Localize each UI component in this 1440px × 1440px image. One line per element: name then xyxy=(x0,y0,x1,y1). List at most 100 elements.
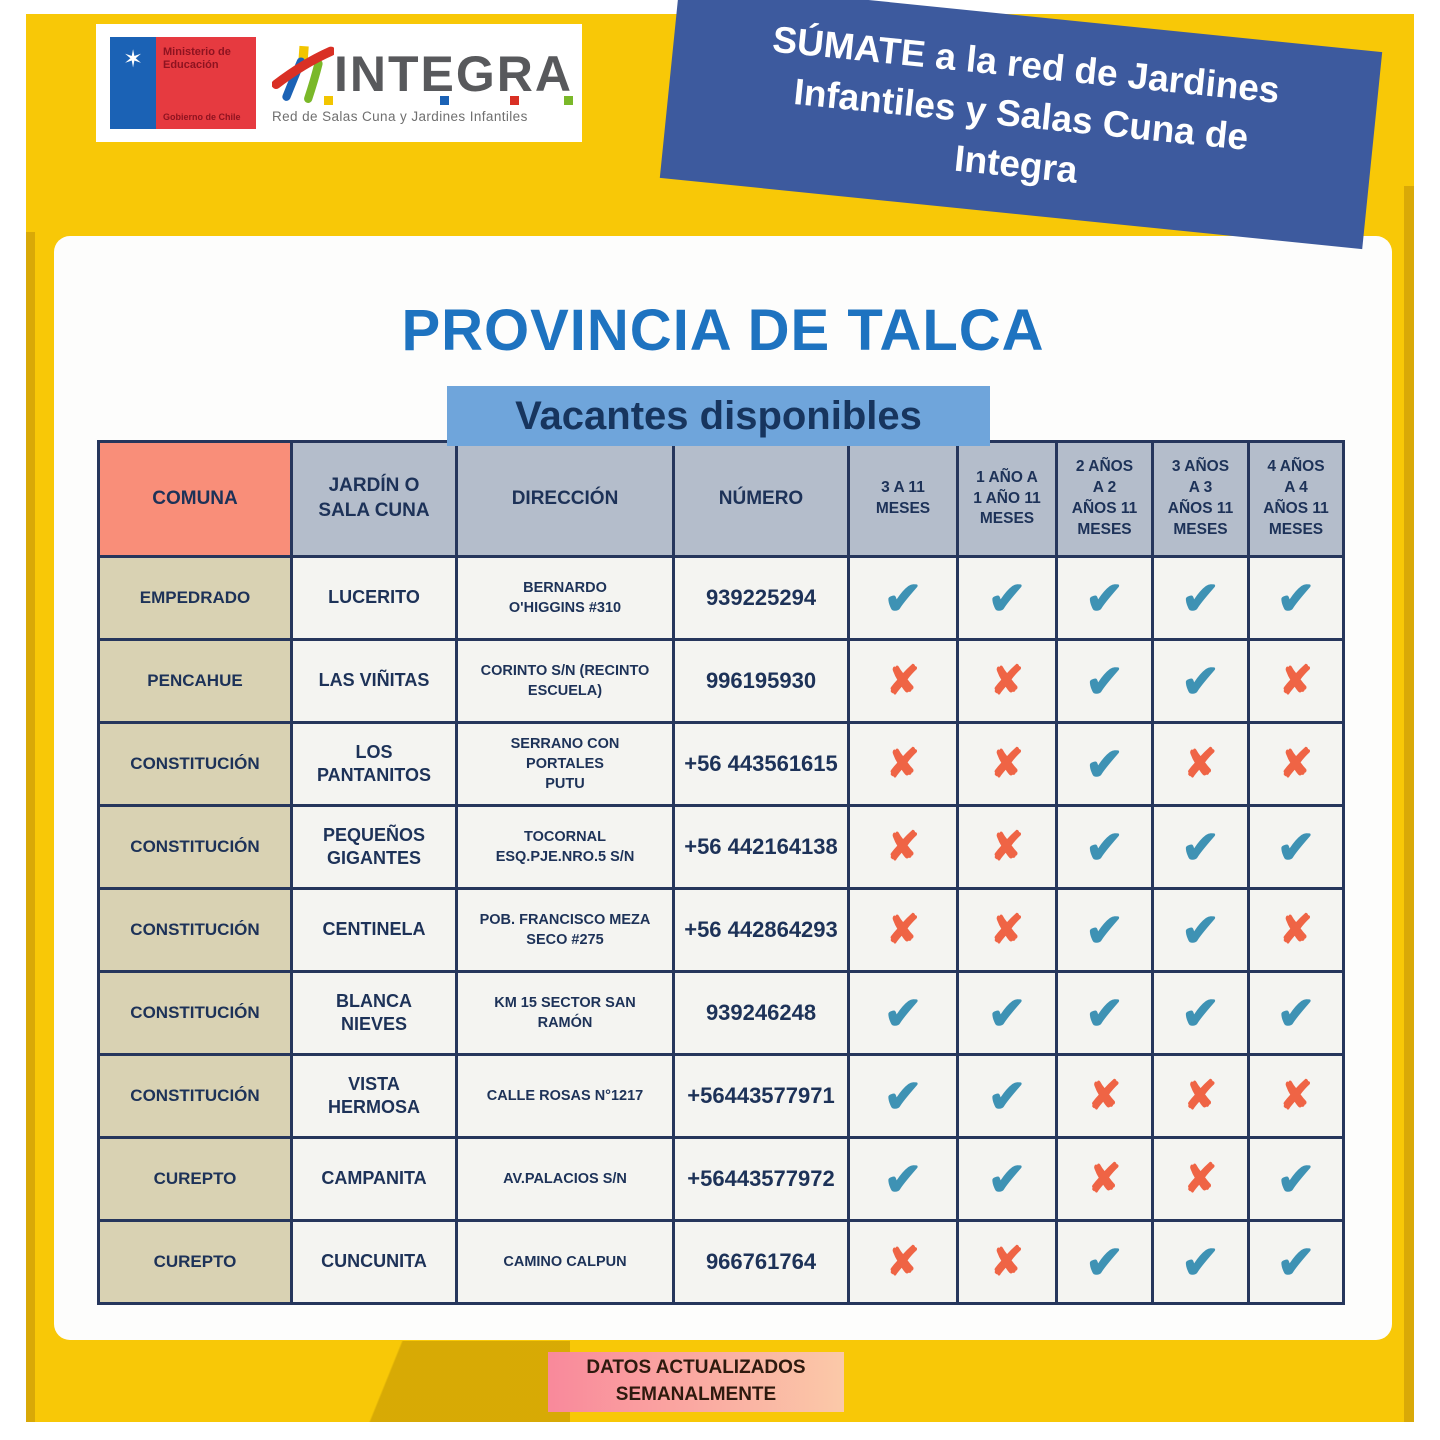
numero-cell: 996195930 xyxy=(675,641,847,721)
vacancy-check-icon: ✔ xyxy=(1250,1222,1342,1302)
jardin-cell: BLANCA NIEVES xyxy=(293,973,455,1053)
vacancy-check-icon: ✔ xyxy=(959,973,1055,1053)
ministry-flag: Ministerio de Educación Gobierno de Chil… xyxy=(156,37,256,129)
numero-cell: +56443577971 xyxy=(675,1056,847,1136)
vacancy-cross-icon: ✘ xyxy=(1154,1139,1247,1219)
vacancy-check-icon: ✔ xyxy=(1154,1222,1247,1302)
vacancy-check-icon: ✔ xyxy=(959,558,1055,638)
ministry-name: Ministerio de Educación xyxy=(163,46,231,71)
frame-bottom-fold xyxy=(230,1341,570,1422)
vacancy-check-icon: ✔ xyxy=(1058,890,1151,970)
comuna-cell: CONSTITUCIÓN xyxy=(100,1056,290,1136)
direccion-cell: CORINTO S/N (RECINTO ESCUELA) xyxy=(458,641,672,721)
integra-wordmark: INTEGRA xyxy=(334,45,573,102)
comuna-cell: CUREPTO xyxy=(100,1222,290,1302)
frame-right-fold xyxy=(1404,186,1414,1422)
government-name: Gobierno de Chile xyxy=(163,112,241,122)
vacancy-check-icon: ✔ xyxy=(1154,973,1247,1053)
comuna-cell: CONSTITUCIÓN xyxy=(100,973,290,1053)
vacancy-check-icon: ✔ xyxy=(1058,807,1151,887)
integra-tagline: Red de Salas Cuna y Jardines Infantiles xyxy=(272,108,528,124)
direccion-cell: CALLE ROSAS N°1217 xyxy=(458,1056,672,1136)
subtitle-badge: Vacantes disponibles xyxy=(447,386,990,446)
numero-cell: 939225294 xyxy=(675,558,847,638)
vacancy-cross-icon: ✘ xyxy=(1250,1056,1342,1136)
logo-card: ✶ Ministerio de Educación Gobierno de Ch… xyxy=(96,24,582,142)
vacancy-check-icon: ✔ xyxy=(850,1056,956,1136)
header-cell: NÚMERO xyxy=(675,443,847,555)
jardin-cell: CAMPANITA xyxy=(293,1139,455,1219)
integra-logo: INTEGRA Red de Salas Cuna y Jardines Inf… xyxy=(272,43,573,124)
vacancy-check-icon: ✔ xyxy=(1250,973,1342,1053)
vacancy-cross-icon: ✘ xyxy=(959,641,1055,721)
integra-blue-square-icon xyxy=(440,95,449,105)
vacancy-cross-icon: ✘ xyxy=(959,890,1055,970)
jardin-cell: CUNCUNITA xyxy=(293,1222,455,1302)
ministry-logo: ✶ Ministerio de Educación Gobierno de Ch… xyxy=(110,37,256,129)
numero-cell: +56 442864293 xyxy=(675,890,847,970)
vacancy-cross-icon: ✘ xyxy=(1154,1056,1247,1136)
vacancy-check-icon: ✔ xyxy=(1154,807,1247,887)
header-cell: 2 AÑOS A 2 AÑOS 11 MESES xyxy=(1058,443,1151,555)
numero-cell: 939246248 xyxy=(675,973,847,1053)
direccion-cell: AV.PALACIOS S/N xyxy=(458,1139,672,1219)
vacancy-check-icon: ✔ xyxy=(959,1056,1055,1136)
integra-red-square-icon xyxy=(510,95,519,105)
vacancy-check-icon: ✔ xyxy=(1154,890,1247,970)
integra-green-square-icon xyxy=(564,95,573,105)
numero-cell: 966761764 xyxy=(675,1222,847,1302)
vacancy-check-icon: ✔ xyxy=(1154,641,1247,721)
vacancy-cross-icon: ✘ xyxy=(850,890,956,970)
vacancy-check-icon: ✔ xyxy=(1250,807,1342,887)
footer-badge: DATOS ACTUALIZADOS SEMANALMENTE xyxy=(548,1352,844,1412)
vacancies-table: COMUNA JARDÍN O SALA CUNA DIRECCIÓN NÚMERO 3… xyxy=(97,440,1345,1305)
vacancy-cross-icon: ✘ xyxy=(850,724,956,804)
numero-cell: +56 442164138 xyxy=(675,807,847,887)
numero-cell: +56443577972 xyxy=(675,1139,847,1219)
vacancy-cross-icon: ✘ xyxy=(959,807,1055,887)
vacancy-check-icon: ✔ xyxy=(959,1139,1055,1219)
vacancy-check-icon: ✔ xyxy=(1058,641,1151,721)
vacancy-cross-icon: ✘ xyxy=(850,1222,956,1302)
vacancy-check-icon: ✔ xyxy=(1250,558,1342,638)
comuna-cell: PENCAHUE xyxy=(100,641,290,721)
integra-yellow-square-icon xyxy=(324,95,333,105)
vacancy-cross-icon: ✘ xyxy=(850,641,956,721)
jardin-cell: LOS PANTANITOS xyxy=(293,724,455,804)
page-title: PROVINCIA DE TALCA xyxy=(401,298,1045,363)
header-cell: DIRECCIÓN xyxy=(458,443,672,555)
vacancy-cross-icon: ✘ xyxy=(1250,890,1342,970)
header-cell: JARDÍN O SALA CUNA xyxy=(293,443,455,555)
vacancy-cross-icon: ✘ xyxy=(959,1222,1055,1302)
direccion-cell: TOCORNAL ESQ.PJE.NRO.5 S/N xyxy=(458,807,672,887)
vacancy-cross-icon: ✘ xyxy=(1250,641,1342,721)
comuna-cell: CONSTITUCIÓN xyxy=(100,807,290,887)
vacancy-check-icon: ✔ xyxy=(850,558,956,638)
vacancy-cross-icon: ✘ xyxy=(850,807,956,887)
direccion-cell: BERNARDO O'HIGGINS #310 xyxy=(458,558,672,638)
jardin-cell: VISTA HERMOSA xyxy=(293,1056,455,1136)
chile-emblem-icon: ✶ xyxy=(110,37,156,129)
sumate-banner-text: SÚMATE a la red de Jardines Infantiles y… xyxy=(770,18,1282,191)
vacancy-cross-icon: ✘ xyxy=(1250,724,1342,804)
header-cell: 3 AÑOS A 3 AÑOS 11 MESES xyxy=(1154,443,1247,555)
header-cell: COMUNA xyxy=(100,443,290,555)
header-cell: 3 A 11 MESES xyxy=(850,443,956,555)
vacancy-cross-icon: ✘ xyxy=(1058,1056,1151,1136)
vacancy-check-icon: ✔ xyxy=(1058,1222,1151,1302)
header-cell: 1 AÑO A 1 AÑO 11 MESES xyxy=(959,443,1055,555)
direccion-cell: CAMINO CALPUN xyxy=(458,1222,672,1302)
vacancy-check-icon: ✔ xyxy=(1058,973,1151,1053)
direccion-cell: POB. FRANCISCO MEZA SECO #275 xyxy=(458,890,672,970)
vacancy-check-icon: ✔ xyxy=(1154,558,1247,638)
integra-logo-top: INTEGRA xyxy=(272,43,573,105)
frame-left-fold xyxy=(26,232,35,1422)
vacancy-check-icon: ✔ xyxy=(850,1139,956,1219)
direccion-cell: KM 15 SECTOR SAN RAMÓN xyxy=(458,973,672,1053)
jardin-cell: PEQUEÑOS GIGANTES xyxy=(293,807,455,887)
vacancy-check-icon: ✔ xyxy=(850,973,956,1053)
jardin-cell: LUCERITO xyxy=(293,558,455,638)
direccion-cell: SERRANO CON PORTALES PUTU xyxy=(458,724,672,804)
numero-cell: +56 443561615 xyxy=(675,724,847,804)
